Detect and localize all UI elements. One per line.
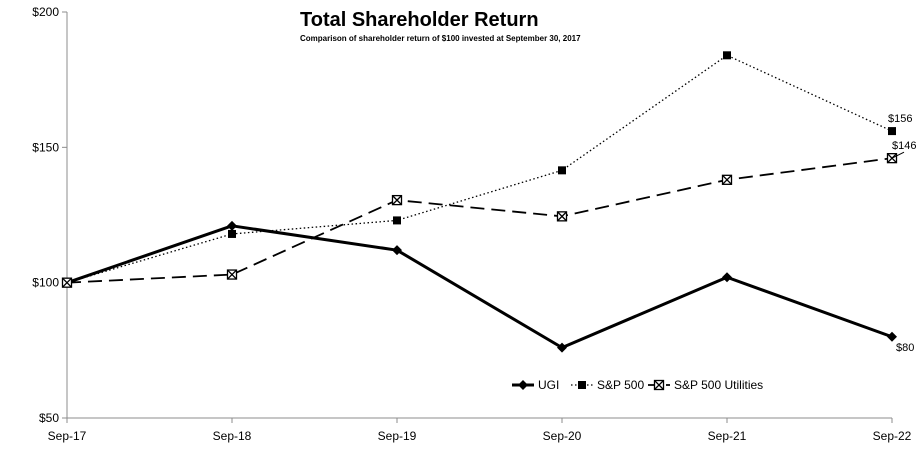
x-tick-label: Sep-17: [48, 429, 87, 443]
data-point: [888, 127, 896, 136]
series-line: [66, 157, 893, 284]
data-point: [557, 342, 567, 353]
data-point: [392, 245, 402, 256]
legend-label: UGI: [538, 378, 559, 392]
end-value-label: $146: [892, 140, 916, 152]
data-point: [721, 174, 733, 185]
series-sandp-500-utilities: $146: [61, 140, 916, 288]
x-tick-label: Sep-21: [708, 429, 747, 443]
x-tick-label: Sep-18: [213, 429, 252, 443]
end-label-leader: [891, 151, 905, 159]
legend-marker: [518, 380, 528, 390]
chart-title: Total Shareholder Return: [300, 9, 539, 31]
series-sandp-500: $156: [63, 51, 912, 287]
data-point: [887, 331, 897, 342]
y-tick-label: $150: [32, 140, 59, 154]
x-tick-label: Sep-19: [378, 429, 417, 443]
chart-subtitle: Comparison of shareholder return of $100…: [300, 34, 581, 43]
series-line: [66, 54, 893, 284]
series-layer: $80 $156 $146: [61, 51, 916, 354]
axes: [66, 12, 892, 419]
data-point: [228, 229, 236, 238]
legend: UGI S&P 500 S&P 500 Utilities: [512, 378, 763, 392]
x-tick-label: Sep-20: [543, 429, 582, 443]
data-point: [393, 216, 401, 225]
data-point: [722, 272, 732, 283]
legend-item-sandp-500-utilities: S&P 500 Utilities: [648, 378, 763, 392]
legend-item-sandp-500: S&P 500: [571, 378, 644, 392]
x-ticks: Sep-17 Sep-18 Sep-19 Sep-20 Sep-21 Sep-22: [48, 418, 912, 443]
y-tick-label: $50: [39, 411, 59, 425]
end-value-label: $156: [888, 113, 912, 125]
data-point: [556, 211, 568, 222]
data-point: [723, 51, 731, 60]
y-ticks: $50 $100 $150 $200: [32, 5, 67, 425]
legend-marker: [653, 379, 665, 391]
legend-item-ugi: UGI: [512, 378, 559, 392]
data-point: [558, 166, 566, 175]
series-ugi: $80: [62, 220, 914, 354]
y-tick-label: $200: [32, 5, 59, 19]
legend-label: S&P 500 Utilities: [674, 378, 763, 392]
x-tick-label: Sep-22: [873, 429, 912, 443]
data-point: [227, 220, 237, 231]
data-point: [391, 194, 403, 206]
data-point: [61, 277, 73, 288]
series-line: [66, 224, 893, 350]
end-value-label: $80: [896, 342, 914, 354]
legend-label: S&P 500: [597, 378, 644, 392]
y-tick-label: $100: [32, 276, 59, 290]
data-point: [226, 269, 238, 280]
legend-marker: [578, 381, 586, 389]
